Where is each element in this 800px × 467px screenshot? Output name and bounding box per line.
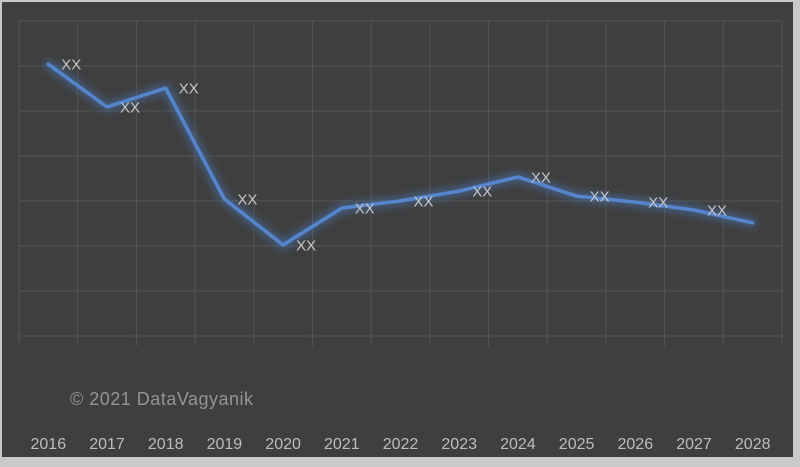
point-label: XX bbox=[707, 203, 727, 220]
point-label: XX bbox=[120, 100, 140, 117]
point-label: XX bbox=[296, 238, 316, 255]
chart-canvas bbox=[2, 2, 793, 457]
point-label: XX bbox=[531, 169, 551, 186]
point-label: XX bbox=[414, 193, 434, 210]
data-label-layer: XX XX XX XX XX XX XX XX XX XX XX XX bbox=[61, 57, 727, 255]
x-axis-label: 2022 bbox=[383, 436, 419, 453]
point-label: XX bbox=[61, 57, 81, 74]
x-axis-label: 2026 bbox=[618, 436, 654, 453]
point-label: XX bbox=[472, 184, 492, 201]
point-label: XX bbox=[179, 81, 199, 98]
series-line bbox=[46, 62, 755, 247]
point-label: XX bbox=[355, 201, 375, 218]
x-axis-layer: 2016 2017 2018 2019 2020 2021 2022 2023 2024 2025… bbox=[31, 436, 771, 453]
x-axis-label: 2028 bbox=[735, 436, 771, 453]
x-axis-label: 2023 bbox=[441, 436, 477, 453]
x-axis-label: 2020 bbox=[265, 436, 301, 453]
series-layer bbox=[43, 59, 758, 250]
x-axis-label: 2025 bbox=[559, 436, 595, 453]
point-label: XX bbox=[237, 192, 257, 209]
point-label: XX bbox=[590, 189, 610, 206]
point-label: XX bbox=[648, 195, 668, 212]
x-axis-label: 2021 bbox=[324, 436, 360, 453]
x-axis-label: 2024 bbox=[500, 436, 536, 453]
x-axis-label: 2016 bbox=[31, 436, 67, 453]
x-axis-label: 2019 bbox=[207, 436, 243, 453]
x-axis-label: 2017 bbox=[89, 436, 125, 453]
grid-layer bbox=[18, 20, 783, 346]
x-axis-label: 2018 bbox=[148, 436, 184, 453]
x-axis-label: 2027 bbox=[676, 436, 712, 453]
watermark-text: © 2021 DataVagyanik bbox=[70, 389, 254, 409]
